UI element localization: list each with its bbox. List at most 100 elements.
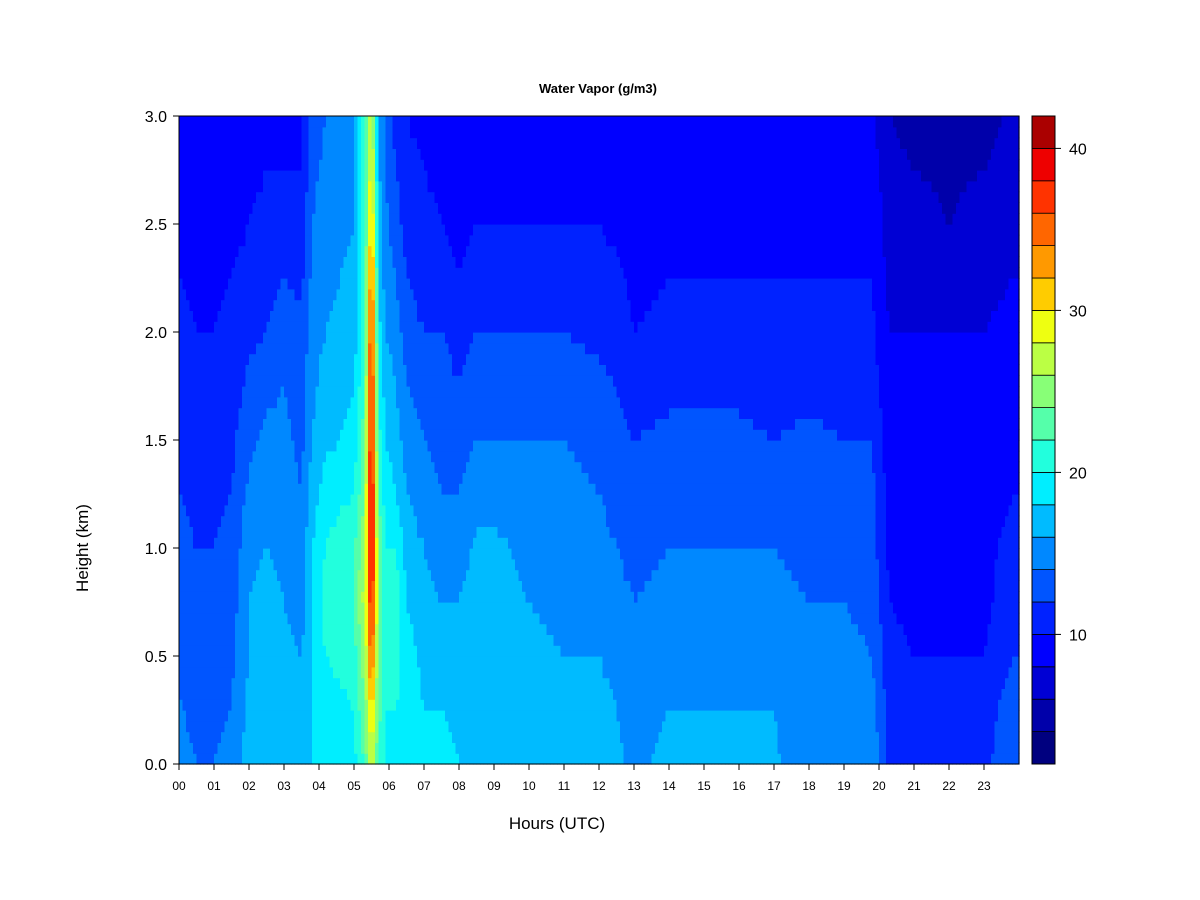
heatmap-cell [403, 288, 408, 301]
heatmap-cell [266, 699, 271, 711]
heatmap-cell [417, 256, 422, 268]
heatmap-cell [182, 137, 187, 149]
heatmap-cell [207, 407, 212, 419]
heatmap-cell [441, 213, 446, 225]
heatmap-cell [413, 234, 418, 247]
heatmap-cell [203, 224, 208, 236]
heatmap-cell [291, 299, 296, 311]
heatmap-cell [410, 342, 415, 355]
heatmap-cell [406, 634, 411, 646]
heatmap-cell [445, 278, 450, 290]
heatmap-cell [364, 386, 369, 398]
heatmap-cell [343, 548, 348, 560]
heatmap-cell [350, 310, 355, 322]
heatmap-cell [221, 656, 226, 668]
heatmap-cell [368, 699, 373, 711]
heatmap-cell [277, 159, 282, 171]
heatmap-cell [368, 731, 373, 743]
heatmap-cell [200, 159, 205, 171]
heatmap-cell [375, 753, 380, 765]
heatmap-cell [203, 321, 208, 333]
heatmap-cell [242, 753, 247, 765]
heatmap-cell [189, 666, 194, 679]
heatmap-cell [186, 494, 191, 506]
heatmap-cell [431, 591, 436, 603]
heatmap-cell [438, 342, 443, 355]
heatmap-cell [308, 494, 313, 506]
heatmap-cell [354, 407, 359, 419]
heatmap-cell [186, 515, 191, 527]
heatmap-cell [392, 245, 397, 257]
heatmap-cell [252, 483, 257, 495]
heatmap-cell [410, 278, 415, 290]
heatmap-cell [392, 612, 397, 625]
heatmap-cell [357, 180, 362, 193]
heatmap-cell [193, 569, 198, 581]
heatmap-cell [245, 278, 250, 290]
heatmap-cell [392, 310, 397, 322]
heatmap-cell [322, 429, 327, 441]
heatmap-cell [410, 321, 415, 333]
heatmap-cell [287, 137, 292, 149]
heatmap-cell [396, 267, 401, 279]
heatmap-cell [224, 656, 229, 668]
heatmap-cell [294, 418, 299, 430]
heatmap-cell [203, 688, 208, 700]
heatmap-cell [294, 245, 299, 257]
heatmap-cell [399, 278, 404, 290]
heatmap-cell [224, 699, 229, 711]
heatmap-cell [368, 472, 373, 484]
heatmap-cell [301, 742, 306, 754]
heatmap-cell [319, 116, 324, 128]
heatmap-cell [333, 429, 338, 441]
heatmap-cell [455, 720, 460, 733]
heatmap-cell [371, 429, 376, 441]
heatmap-cell [284, 278, 289, 290]
heatmap-cell [347, 180, 352, 193]
heatmap-cell [399, 407, 404, 419]
heatmap-cell [462, 472, 467, 484]
heatmap-cell [410, 710, 415, 722]
heatmap-cell [263, 753, 268, 765]
heatmap-cell [315, 288, 320, 301]
heatmap-cell [392, 375, 397, 387]
heatmap-cell [424, 569, 429, 581]
heatmap-cell [319, 634, 324, 646]
heatmap-cell [434, 472, 439, 484]
heatmap-cell [375, 731, 380, 743]
heatmap-cell [445, 429, 450, 441]
heatmap-cell [182, 472, 187, 484]
heatmap-cell [396, 332, 401, 344]
heatmap-cell [375, 580, 380, 592]
heatmap-cell [228, 645, 233, 657]
heatmap-cell [410, 461, 415, 473]
heatmap-cell [259, 332, 264, 344]
heatmap-cell [347, 116, 352, 128]
heatmap-cell [417, 267, 422, 279]
heatmap-cell [308, 537, 313, 549]
heatmap-cell [315, 591, 320, 603]
heatmap-cell [445, 407, 450, 419]
heatmap-cell [445, 418, 450, 430]
heatmap-cell [452, 548, 457, 560]
heatmap-cell [350, 634, 355, 646]
heatmap-cell [193, 278, 198, 290]
heatmap-cell [462, 245, 467, 257]
heatmap-cell [427, 310, 432, 322]
heatmap-cell [266, 515, 271, 527]
heatmap-cell [378, 591, 383, 603]
heatmap-cell [298, 526, 303, 538]
heatmap-cell [228, 288, 233, 301]
heatmap-cell [354, 504, 359, 517]
heatmap-cell [392, 137, 397, 149]
heatmap-cell [413, 429, 418, 441]
heatmap-cell [238, 159, 243, 171]
heatmap-cell [459, 612, 464, 625]
heatmap-cell [259, 472, 264, 484]
heatmap-cell [368, 396, 373, 409]
heatmap-cell [263, 342, 268, 355]
heatmap-cell [448, 548, 453, 560]
heatmap-cell [221, 364, 226, 376]
heatmap-cell [382, 472, 387, 484]
heatmap-cell [193, 353, 198, 365]
